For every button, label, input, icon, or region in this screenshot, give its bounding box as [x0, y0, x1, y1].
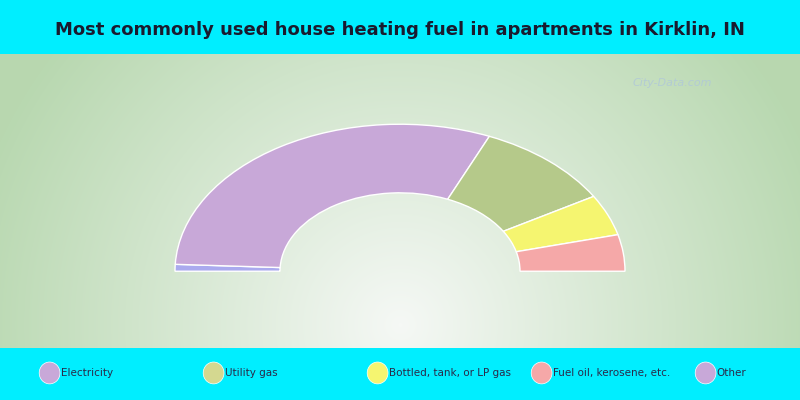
- Wedge shape: [516, 235, 625, 271]
- Text: Utility gas: Utility gas: [225, 368, 278, 378]
- Ellipse shape: [695, 362, 716, 384]
- Ellipse shape: [39, 362, 60, 384]
- Text: Bottled, tank, or LP gas: Bottled, tank, or LP gas: [389, 368, 511, 378]
- Wedge shape: [503, 196, 618, 252]
- Text: City-Data.com: City-Data.com: [632, 78, 712, 88]
- Ellipse shape: [203, 362, 224, 384]
- Text: Most commonly used house heating fuel in apartments in Kirklin, IN: Most commonly used house heating fuel in…: [55, 21, 745, 39]
- Text: Fuel oil, kerosene, etc.: Fuel oil, kerosene, etc.: [553, 368, 670, 378]
- Wedge shape: [448, 136, 594, 231]
- Text: Other: Other: [717, 368, 746, 378]
- Wedge shape: [175, 264, 280, 271]
- Text: Electricity: Electricity: [61, 368, 113, 378]
- Ellipse shape: [531, 362, 552, 384]
- Ellipse shape: [367, 362, 388, 384]
- Wedge shape: [175, 124, 490, 268]
